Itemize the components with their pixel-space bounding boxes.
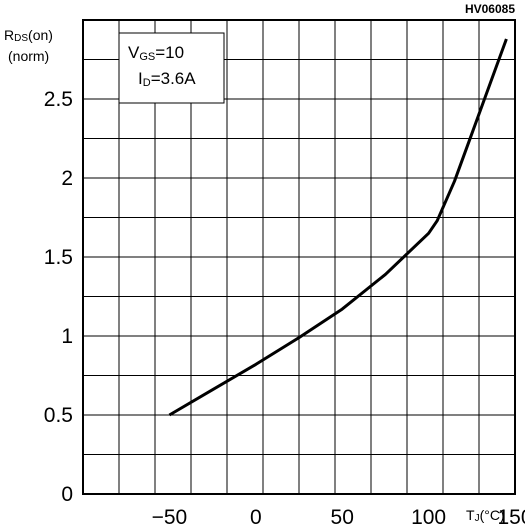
x-tick-label: 50 bbox=[331, 506, 354, 526]
condition-id: ID=3.6A bbox=[138, 69, 196, 89]
x-tick-label: 100 bbox=[411, 506, 446, 526]
plot-frame bbox=[82, 19, 516, 495]
y-tick-label: 1.5 bbox=[44, 246, 73, 269]
grid-lines bbox=[83, 20, 515, 494]
y-tick-label: 1 bbox=[61, 325, 73, 348]
x-axis-label: TJ(°C) bbox=[466, 507, 505, 524]
y-axis-label: RDS(on) bbox=[4, 27, 53, 44]
y-axis-unit: (norm) bbox=[8, 48, 49, 64]
y-tick-label: 0.5 bbox=[44, 404, 73, 427]
figure-code: HV06085 bbox=[465, 2, 515, 16]
condition-vgs: VGS=10 bbox=[128, 43, 184, 63]
x-tick-label: −50 bbox=[152, 506, 188, 526]
y-tick-label: 2.5 bbox=[44, 88, 73, 111]
x-tick-label: 150 bbox=[497, 506, 525, 526]
y-tick-labels: 0 0.5 1 1.5 2 2.5 bbox=[44, 88, 73, 506]
x-tick-labels: −50 0 50 100 150 bbox=[152, 506, 525, 526]
x-tick-label: 0 bbox=[250, 506, 262, 526]
conditions-box: VGS=10 ID=3.6A bbox=[118, 32, 225, 104]
y-tick-label: 0 bbox=[61, 483, 73, 506]
y-tick-label: 2 bbox=[61, 167, 73, 190]
rds-curve bbox=[168, 38, 508, 417]
